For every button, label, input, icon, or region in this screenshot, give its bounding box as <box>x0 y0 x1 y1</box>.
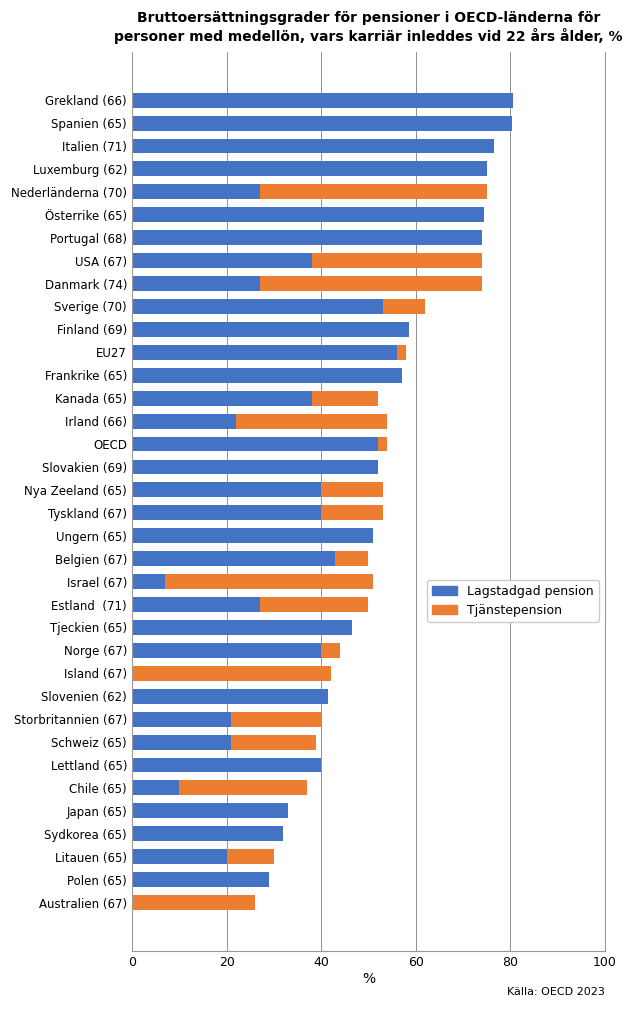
Bar <box>132 207 484 222</box>
Bar <box>132 138 494 154</box>
Bar <box>259 597 369 612</box>
Bar <box>132 804 288 818</box>
Bar <box>165 574 373 589</box>
Bar <box>132 253 311 268</box>
Bar <box>132 620 352 635</box>
Bar <box>321 643 340 657</box>
Bar <box>335 551 369 566</box>
Bar <box>132 116 512 130</box>
Bar <box>132 551 335 566</box>
Bar <box>132 872 269 887</box>
Bar <box>132 597 259 612</box>
Bar <box>132 734 231 750</box>
Bar <box>132 895 255 910</box>
Bar <box>311 391 378 406</box>
Bar <box>132 666 330 681</box>
Bar <box>132 780 179 796</box>
Bar <box>259 184 487 200</box>
Bar <box>231 712 321 727</box>
Bar <box>132 162 487 176</box>
Bar <box>132 391 311 406</box>
Bar <box>132 482 321 498</box>
Bar <box>132 276 259 291</box>
Bar <box>132 643 321 657</box>
Bar <box>132 93 512 108</box>
Bar <box>132 322 409 337</box>
Bar <box>397 345 406 359</box>
Bar <box>132 184 259 200</box>
Bar <box>311 253 482 268</box>
Bar <box>321 482 382 498</box>
Legend: Lagstadgad pension, Tjänstepension: Lagstadgad pension, Tjänstepension <box>427 580 598 622</box>
Bar <box>132 299 382 314</box>
Bar <box>132 574 165 589</box>
Bar <box>236 414 387 429</box>
Bar <box>132 758 321 772</box>
Bar <box>132 528 373 543</box>
Bar <box>179 780 307 796</box>
Text: Källa: OECD 2023: Källa: OECD 2023 <box>507 987 605 996</box>
Bar <box>132 849 227 864</box>
Bar <box>227 849 274 864</box>
Title: Bruttoersättningsgrader för pensioner i OECD-länderna för
personer med medellön,: Bruttoersättningsgrader för pensioner i … <box>114 11 623 44</box>
Bar <box>132 826 283 842</box>
Bar <box>321 506 382 520</box>
Bar <box>132 436 378 452</box>
Bar <box>132 689 328 703</box>
Bar <box>378 436 387 452</box>
Bar <box>132 712 231 727</box>
Bar <box>259 276 482 291</box>
Bar <box>382 299 425 314</box>
Bar <box>132 368 401 383</box>
Bar <box>132 230 482 245</box>
Bar <box>132 506 321 520</box>
Bar <box>132 345 397 359</box>
X-axis label: %: % <box>362 972 375 985</box>
Bar <box>132 414 236 429</box>
Bar <box>231 734 317 750</box>
Bar <box>132 460 378 474</box>
